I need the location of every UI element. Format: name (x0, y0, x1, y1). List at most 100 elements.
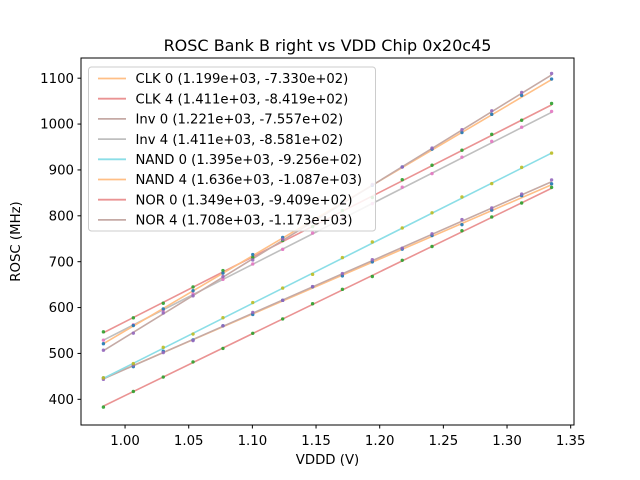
x-tick-label: 1.15 (301, 434, 331, 449)
data-point-nand-0 (251, 300, 255, 305)
data-point-inv-4 (251, 262, 255, 266)
data-point-inv-4 (221, 277, 225, 282)
legend-entry-label: NAND 4 (1.636e+03, -1.087e+03) (136, 173, 363, 188)
x-tick-label: 1.10 (238, 434, 268, 449)
data-point-nand-0 (400, 226, 404, 230)
data-point-nand-0 (101, 376, 106, 380)
y-tick-label: 400 (49, 393, 74, 408)
chart-title: ROSC Bank B right vs VDD Chip 0x20c45 (164, 36, 492, 55)
data-point-clk-4 (131, 316, 136, 320)
data-point-nor-0 (191, 360, 195, 364)
data-point-inv-4 (400, 185, 404, 189)
x-tick-label: 1.25 (429, 434, 459, 449)
data-point-clk-4 (191, 285, 195, 289)
fit-line-inv-0 (103, 180, 552, 380)
data-point-nand-4 (549, 77, 554, 81)
data-point-clk-4 (549, 101, 554, 106)
data-point-inv-0 (221, 324, 225, 328)
data-point-nor-0 (131, 389, 136, 394)
data-point-inv-4 (310, 231, 315, 235)
data-point-nand-0 (490, 181, 494, 186)
legend-entry-label: NAND 0 (1.395e+03, -9.256e+02) (136, 153, 363, 168)
data-point-inv-0 (549, 178, 554, 182)
data-point-nand-0 (280, 286, 285, 290)
data-point-inv-0 (251, 310, 255, 315)
y-axis-label: ROSC (MHz) (9, 201, 24, 281)
data-point-nand-4 (161, 307, 165, 311)
data-point-inv-4 (101, 338, 106, 342)
data-point-nor-0 (549, 185, 554, 190)
data-point-nor-4 (519, 90, 524, 95)
data-point-nand-4 (221, 271, 225, 275)
data-point-nand-4 (490, 112, 494, 117)
data-point-nor-4 (191, 294, 195, 298)
data-point-nor-0 (280, 317, 285, 321)
data-point-clk-4 (400, 178, 404, 182)
data-point-inv-0 (460, 217, 464, 222)
x-tick-label: 1.05 (174, 434, 204, 449)
data-point-nand-0 (549, 151, 554, 155)
data-point-inv-4 (549, 109, 554, 114)
data-point-inv-4 (280, 247, 285, 252)
data-point-nor-0 (460, 229, 464, 233)
legend-entry-label: CLK 0 (1.199e+03, -7.330e+02) (136, 72, 349, 87)
data-point-nor-0 (161, 375, 165, 379)
data-point-nand-4 (101, 342, 106, 346)
data-point-nor-0 (101, 405, 106, 409)
data-point-inv-0 (519, 192, 524, 196)
data-point-inv-0 (161, 350, 165, 355)
data-point-clk-4 (460, 148, 464, 152)
data-point-nor-0 (251, 331, 255, 335)
data-point-nand-4 (131, 323, 136, 328)
data-point-nor-4 (161, 311, 165, 315)
data-point-inv-0 (430, 232, 434, 236)
data-point-inv-0 (191, 338, 195, 343)
data-point-nor-0 (519, 201, 524, 205)
data-point-nor-0 (370, 274, 375, 279)
data-point-clk-4 (430, 163, 434, 167)
data-point-nand-4 (460, 130, 464, 135)
data-point-nand-0 (191, 332, 195, 336)
data-point-nor-4 (280, 237, 285, 241)
data-point-clk-4 (519, 118, 524, 122)
data-point-nand-0 (131, 361, 136, 366)
y-tick-label: 1100 (40, 72, 74, 87)
data-point-nand-0 (310, 272, 315, 277)
y-tick-label: 1000 (40, 118, 74, 133)
y-tick-label: 700 (49, 255, 74, 270)
data-point-nor-0 (310, 302, 315, 306)
data-point-inv-0 (490, 206, 494, 210)
data-point-inv-4 (490, 139, 494, 144)
data-point-inv-4 (460, 155, 464, 159)
data-point-nor-4 (549, 71, 554, 76)
data-point-clk-4 (490, 132, 494, 137)
data-point-clk-4 (251, 255, 255, 260)
fit-line-nor-0 (103, 187, 552, 407)
data-point-nand-4 (191, 289, 195, 293)
y-tick-label: 800 (49, 209, 74, 224)
data-point-clk-4 (221, 268, 225, 273)
data-point-nand-0 (430, 211, 434, 215)
data-point-clk-4 (101, 330, 106, 334)
legend-entry-label: NOR 0 (1.349e+03, -9.409e+02) (136, 193, 353, 208)
legend-box (88, 66, 376, 232)
data-point-nand-0 (460, 195, 464, 199)
y-tick-label: 600 (49, 301, 74, 316)
data-point-nor-0 (400, 258, 404, 262)
data-point-nor-4 (221, 274, 225, 279)
data-point-inv-0 (310, 284, 315, 289)
plot-area: 1.00 1.05 1.10 1.15 1.20 1.25 1.30 1.35 400 500 60… (40, 57, 585, 449)
data-point-nor-4 (251, 258, 255, 262)
data-point-nand-0 (340, 255, 345, 260)
legend-entry-label: CLK 4 (1.411e+03, -8.419e+02) (136, 92, 349, 107)
data-point-inv-4 (430, 171, 434, 176)
data-point-nor-0 (340, 287, 345, 292)
data-point-nor-4 (430, 146, 434, 150)
data-point-inv-0 (340, 271, 345, 276)
data-point-nor-4 (101, 348, 106, 352)
data-point-inv-0 (400, 246, 404, 250)
data-point-nor-4 (460, 128, 464, 132)
data-point-clk-4 (161, 301, 165, 305)
legend-entry-label: NOR 4 (1.708e+03, -1.173e+03) (136, 214, 353, 229)
